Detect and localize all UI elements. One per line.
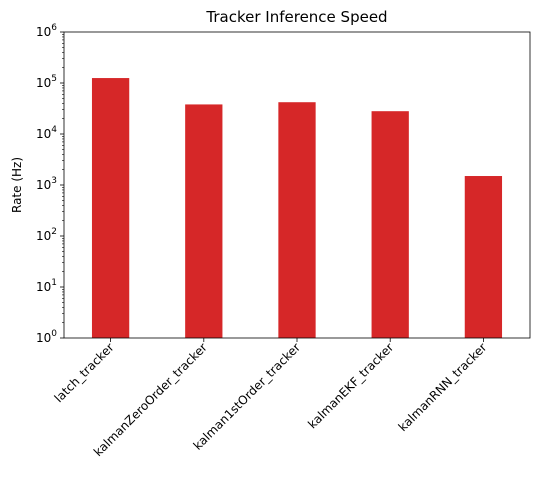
bar-kalmanRNN_tracker xyxy=(464,176,503,338)
y-axis-label: Rate (Hz) xyxy=(10,157,24,213)
y-tick-base: 10 xyxy=(36,178,51,192)
y-tick-base: 10 xyxy=(36,229,51,243)
y-tick-label: 106 xyxy=(36,23,57,39)
x-tick-label-latch_tracker: latch_tracker xyxy=(52,340,117,405)
y-tick-label: 104 xyxy=(36,125,57,141)
y-tick-label: 102 xyxy=(36,227,57,243)
bar-latch_tracker xyxy=(91,78,130,338)
y-tick-base: 10 xyxy=(36,331,51,345)
y-tick-base: 10 xyxy=(36,127,51,141)
y-tick-exponent: 1 xyxy=(51,278,57,288)
bar-kalmanZeroOrder_tracker xyxy=(185,104,223,339)
y-tick-label: 101 xyxy=(36,278,57,294)
y-tick-label: 105 xyxy=(36,74,57,90)
y-tick-exponent: 4 xyxy=(51,125,57,135)
x-tick-label-kalmanRNN_tracker: kalmanRNN_tracker xyxy=(396,340,490,434)
bar-kalmanEKF_tracker xyxy=(371,111,409,338)
y-tick-label: 103 xyxy=(36,176,57,192)
y-tick-exponent: 2 xyxy=(51,227,57,237)
y-tick-base: 10 xyxy=(36,25,51,39)
y-tick-base: 10 xyxy=(36,280,51,294)
y-tick-exponent: 3 xyxy=(51,176,57,186)
x-tick-label-kalmanEKF_tracker: kalmanEKF_tracker xyxy=(305,340,396,431)
x-tick-label-kalman1stOrder_tracker: kalman1stOrder_tracker xyxy=(191,340,304,453)
y-tick-exponent: 0 xyxy=(51,329,57,339)
chart-title: Tracker Inference Speed xyxy=(205,8,387,26)
y-tick-base: 10 xyxy=(36,76,51,90)
y-tick-label: 100 xyxy=(36,329,57,345)
bar-kalman1stOrder_tracker xyxy=(278,102,316,338)
y-tick-exponent: 6 xyxy=(51,23,57,33)
plot-area: 100101102103104105106latch_trackerkalman… xyxy=(36,23,531,459)
y-tick-exponent: 5 xyxy=(51,74,57,84)
